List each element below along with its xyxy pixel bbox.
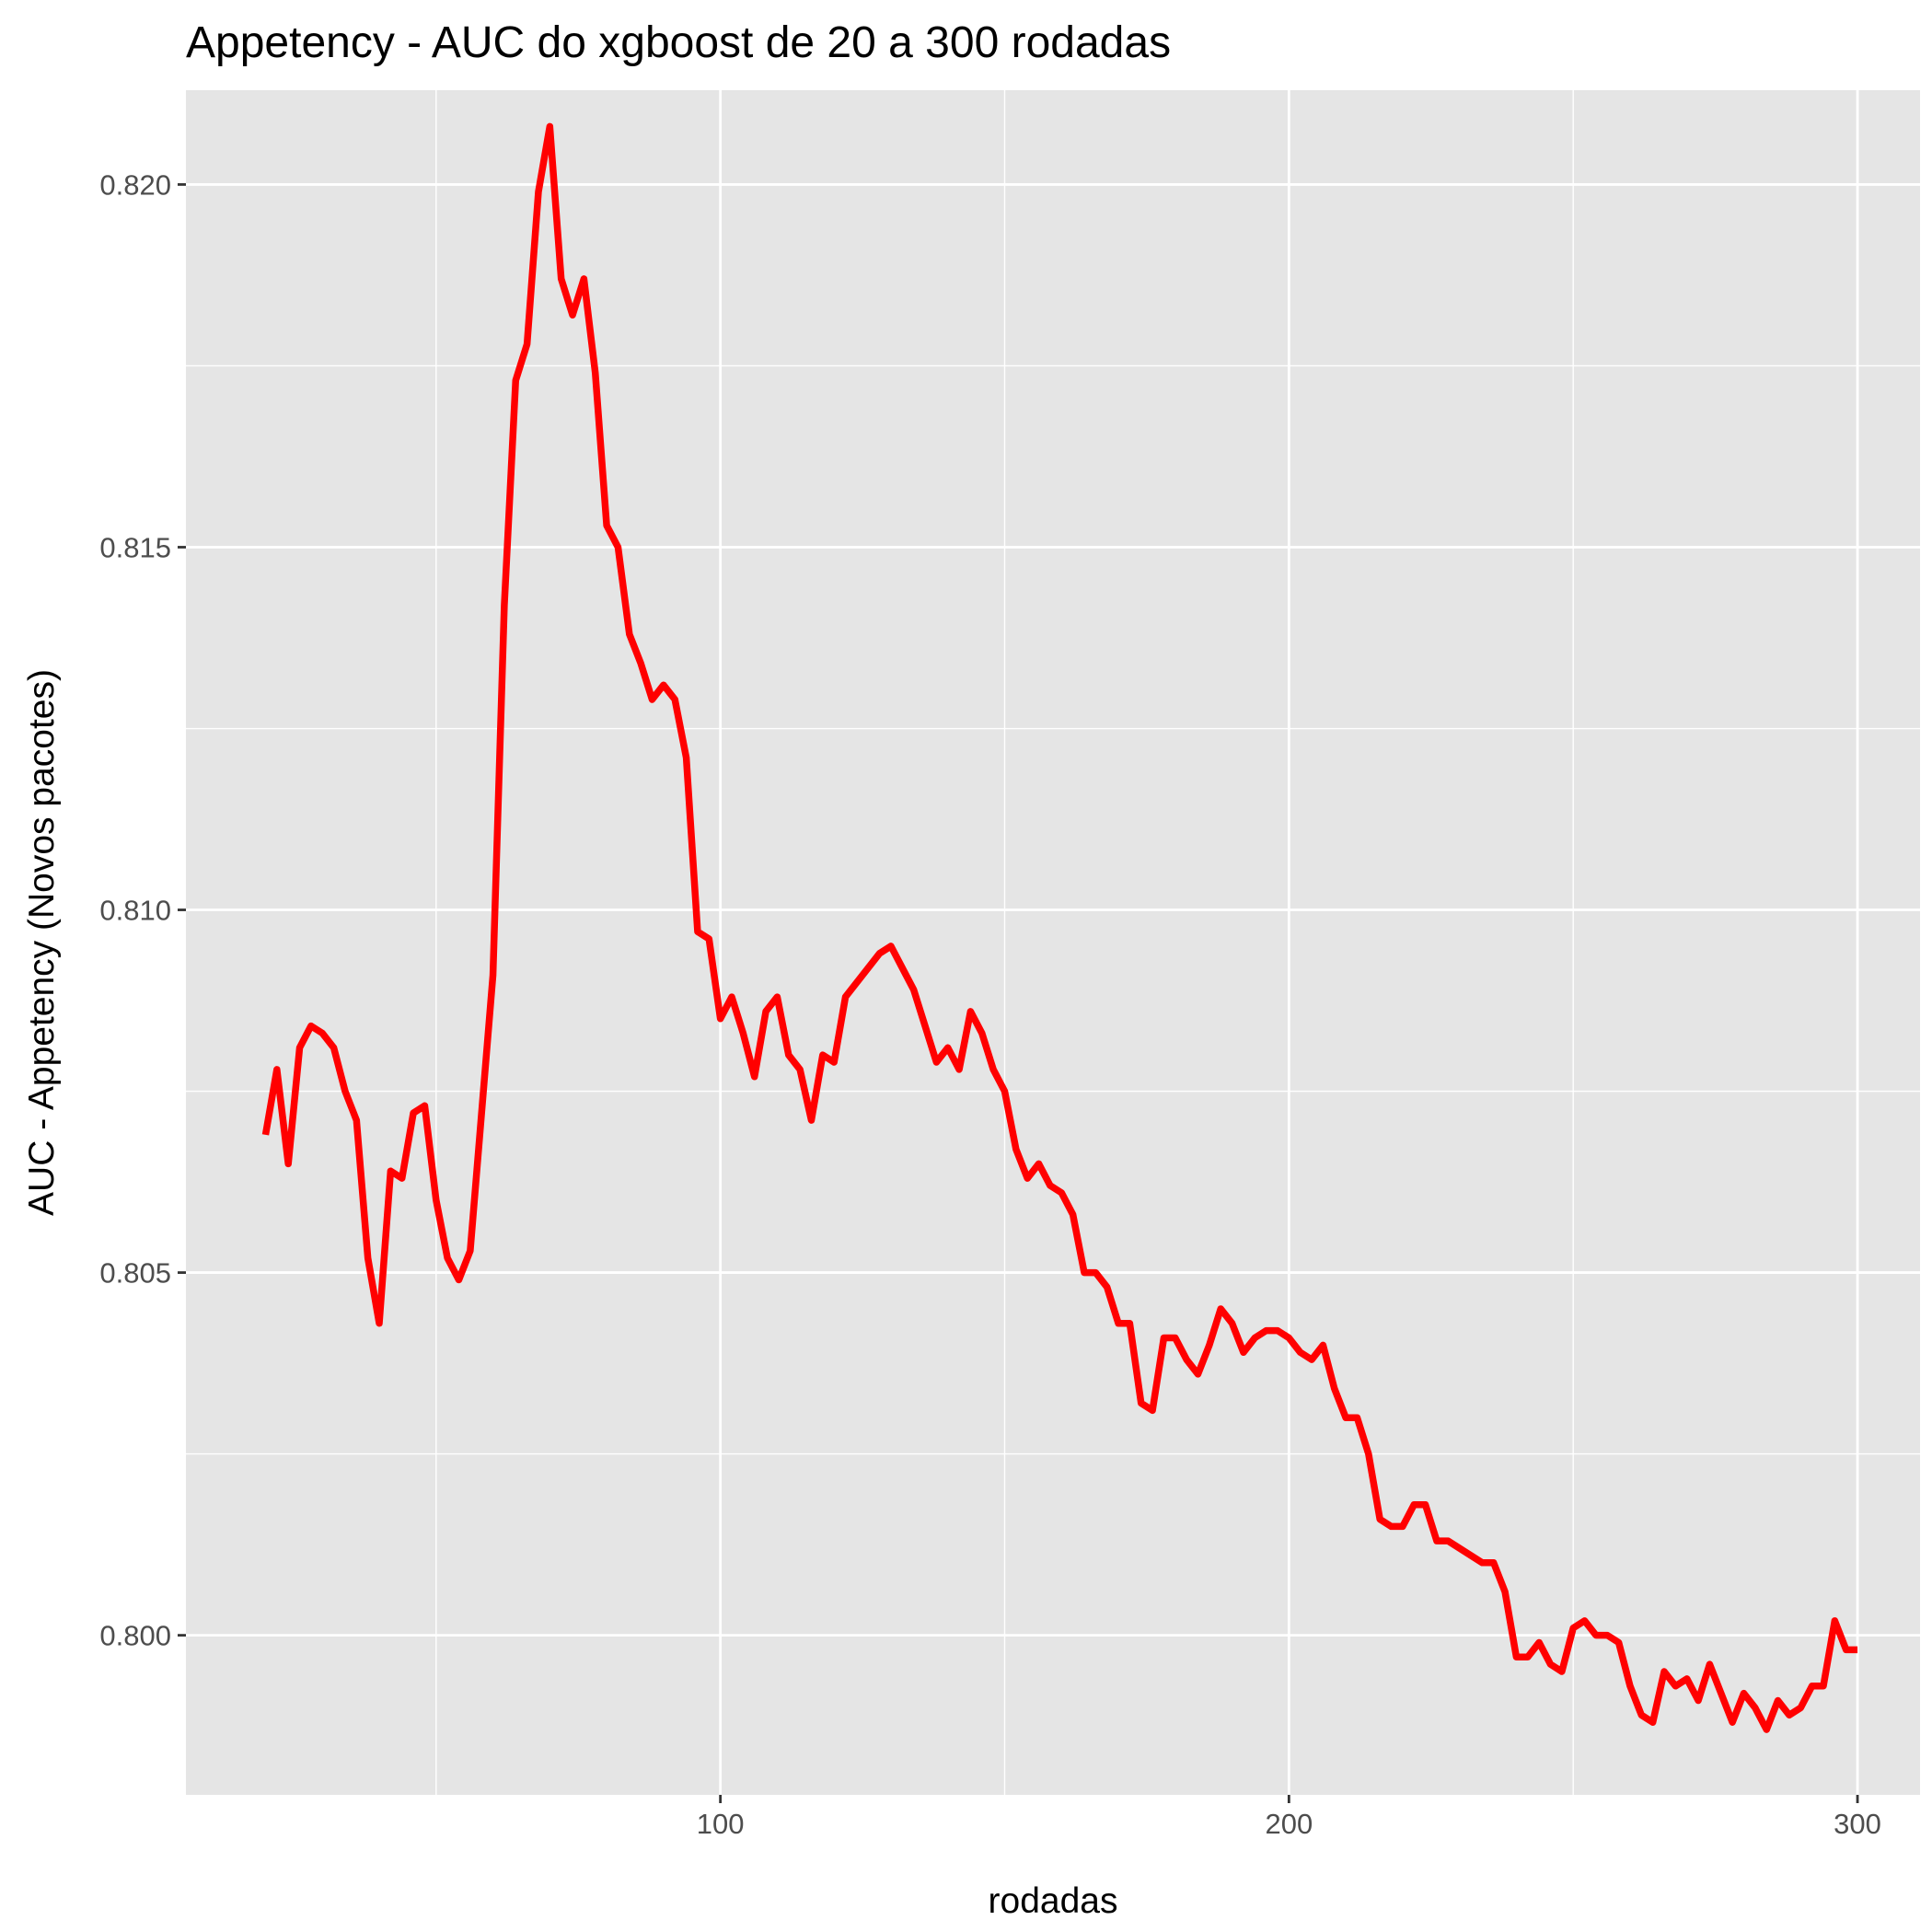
auc-series-line <box>261 122 1858 1733</box>
x-tick-label: 100 <box>697 1808 745 1840</box>
x-tick-label: 200 <box>1265 1808 1313 1840</box>
x-axis-title: rodadas <box>989 1881 1118 1921</box>
x-tick-label: 300 <box>1834 1808 1881 1840</box>
y-tick-label: 0.810 <box>99 895 171 927</box>
major-gridlines <box>186 90 1920 1795</box>
chart-title: Appetency - AUC do xgboost de 20 a 300 r… <box>186 18 1171 67</box>
x-axis: 100 200 300 <box>697 1795 1881 1840</box>
y-axis-title: AUC - Appetency (Novos pacotes) <box>22 669 62 1216</box>
y-tick-label: 0.820 <box>99 168 171 201</box>
y-tick-label: 0.815 <box>99 531 171 563</box>
y-tick-label: 0.805 <box>99 1257 171 1290</box>
y-tick-label: 0.800 <box>99 1620 171 1652</box>
y-axis: 0.800 0.805 0.810 0.815 0.820 <box>99 168 186 1652</box>
plot-panel <box>186 90 1920 1795</box>
minor-gridlines <box>186 90 1920 1795</box>
